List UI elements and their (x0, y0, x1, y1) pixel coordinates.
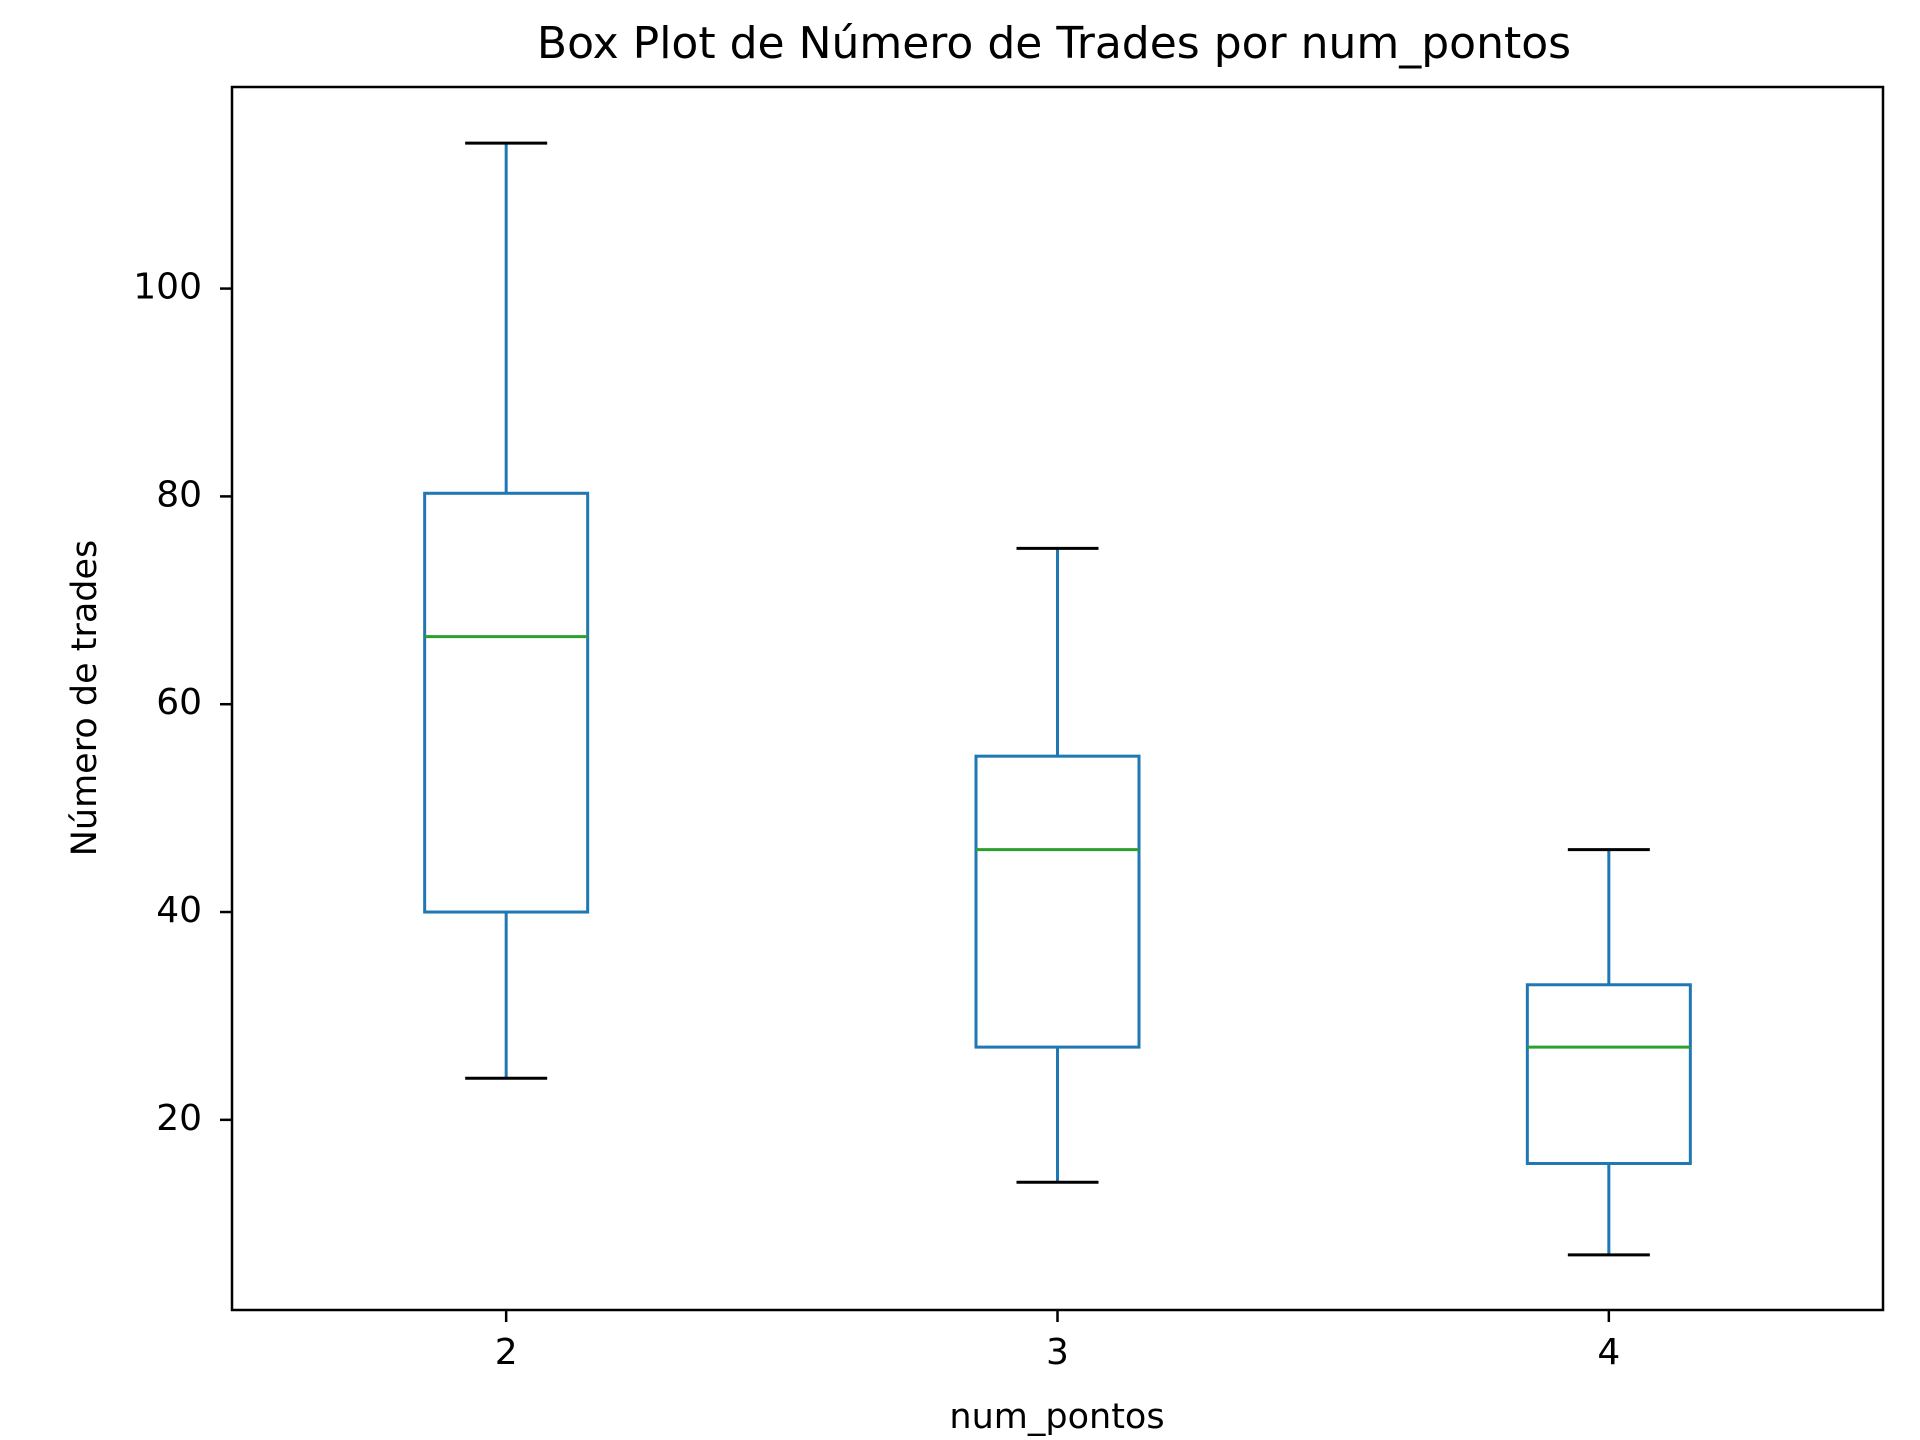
plot-area (423, 141, 1692, 1257)
chart-title: Box Plot de Número de Trades por num_pon… (537, 18, 1571, 69)
box-group-4 (1525, 848, 1692, 1257)
y-tick-label: 80 (156, 474, 202, 515)
box-iqr (1525, 983, 1692, 1165)
box-iqr (423, 491, 590, 914)
y-axis-label: Número de trades (65, 540, 105, 857)
y-axis: 20 40 60 80 100 (133, 267, 232, 1139)
y-tick-label: 20 (156, 1098, 202, 1139)
x-axis: 2 3 4 (495, 1310, 1620, 1373)
box-iqr (974, 754, 1141, 1049)
box-group-2 (423, 141, 590, 1080)
box-group-3 (974, 546, 1141, 1184)
x-tick-label: 4 (1597, 1332, 1620, 1373)
y-tick-label: 100 (133, 267, 202, 308)
x-tick-label: 3 (1046, 1332, 1069, 1373)
x-tick-label: 2 (495, 1332, 518, 1373)
y-tick-label: 40 (156, 890, 202, 931)
x-axis-label: num_pontos (949, 1397, 1164, 1437)
y-tick-label: 60 (156, 682, 202, 723)
